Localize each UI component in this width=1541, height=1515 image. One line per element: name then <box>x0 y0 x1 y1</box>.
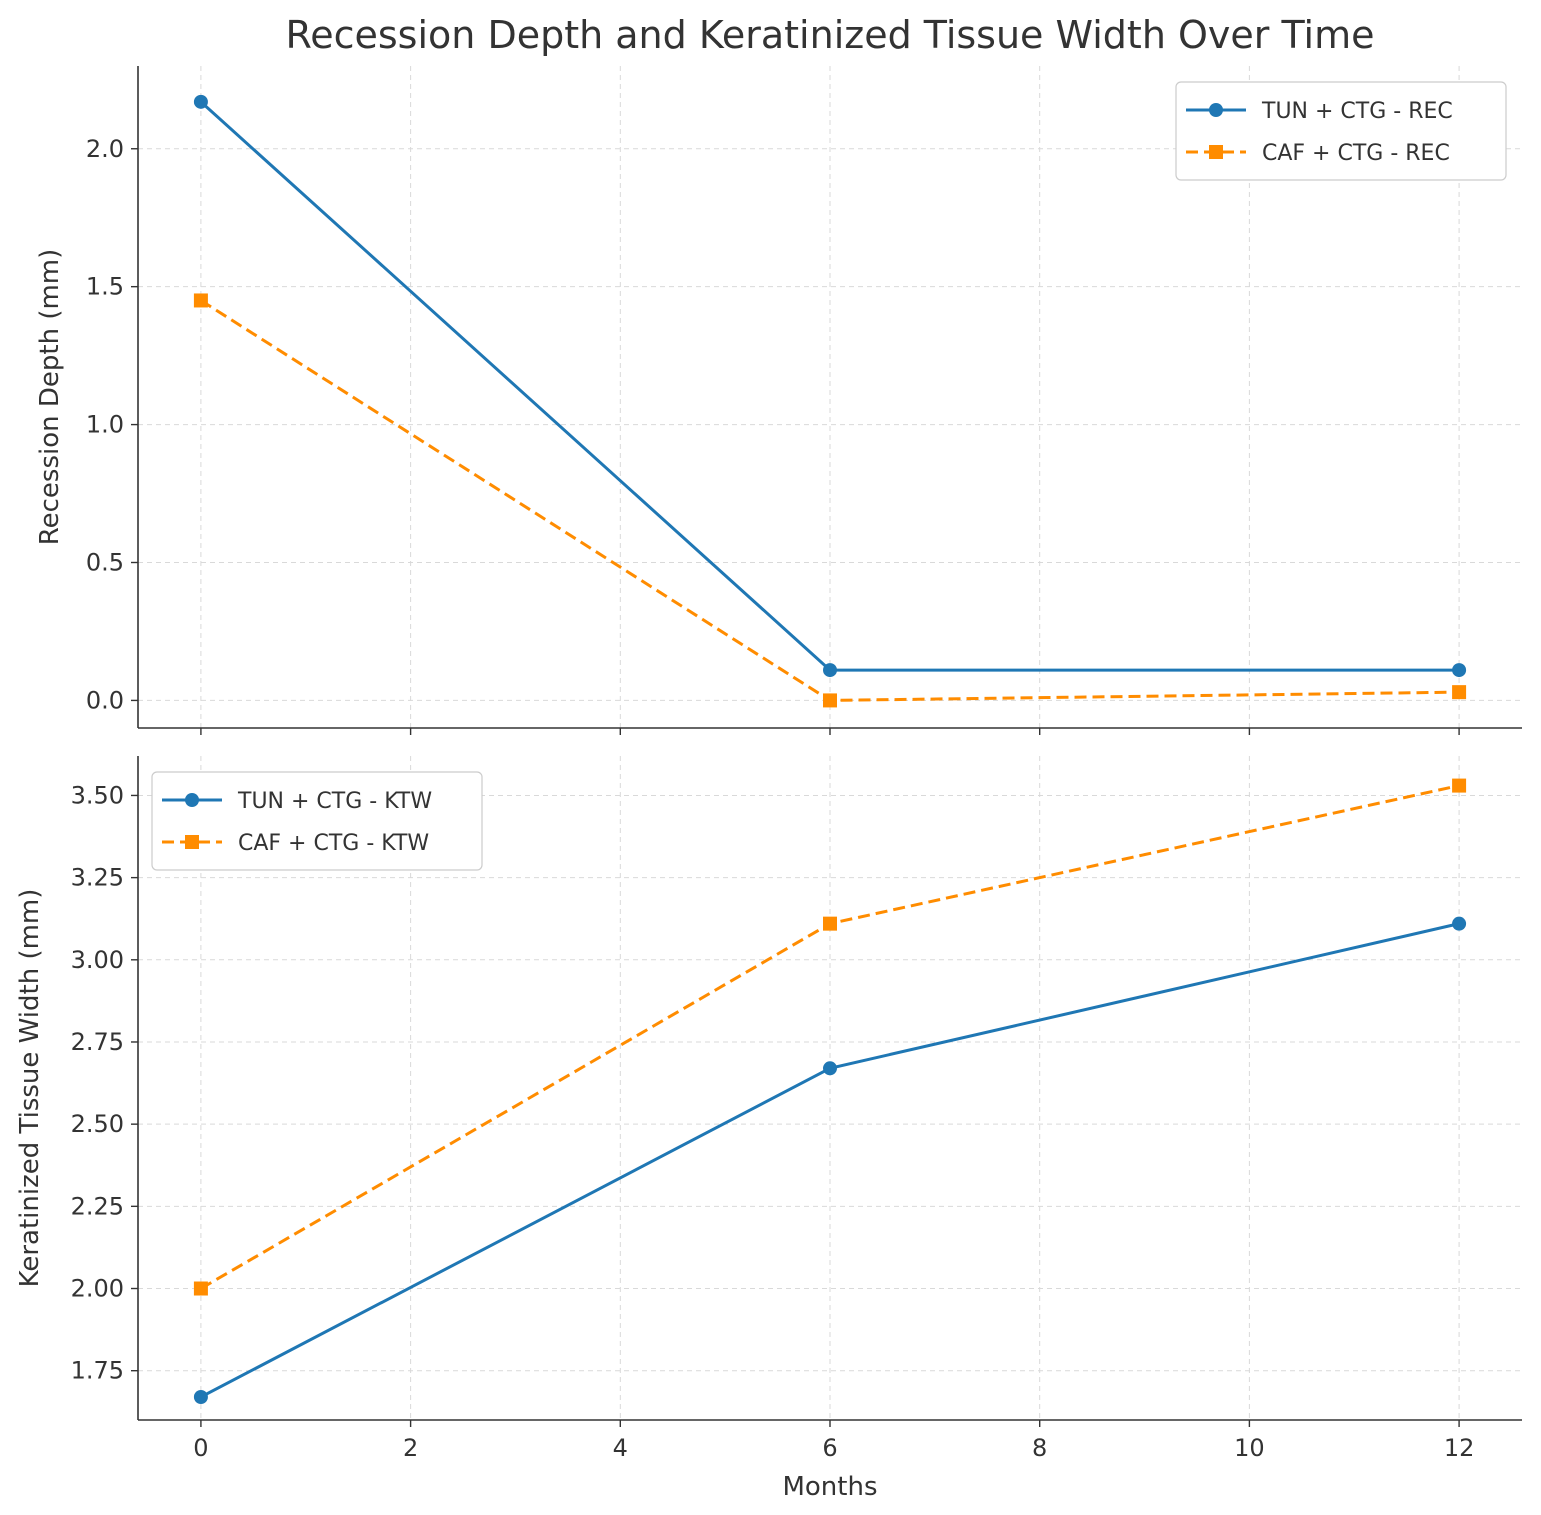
legend-entry-label: CAF + CTG - REC <box>1262 141 1450 166</box>
data-point-marker <box>193 1389 208 1404</box>
data-point-marker <box>823 693 837 708</box>
x-tick-label: 2 <box>403 1434 418 1462</box>
y-tick-label: 2.25 <box>71 1192 124 1220</box>
y-tick-label: 1.75 <box>71 1357 124 1385</box>
y-axis-label: Keratinized Tissue Width (mm) <box>15 889 45 1288</box>
data-point-marker <box>193 293 208 308</box>
legend-entry-label: TUN + CTG - REC <box>1261 99 1453 124</box>
legend-ktw: TUN + CTG - KTW CAF + CTG - KTW <box>151 771 483 871</box>
y-tick-label: 2.75 <box>71 1028 124 1056</box>
y-tick-label: 3.25 <box>71 864 124 892</box>
recession-depth-panel: 0.0 0.5 1.0 1.5 2.0 Recession Depth (mm) TUN +… <box>35 66 1522 735</box>
chart-title: Recession Depth and Keratinized Tissue W… <box>286 13 1375 57</box>
y-tick-label: 1.0 <box>86 411 124 439</box>
x-tick-label: 12 <box>1444 1434 1475 1462</box>
data-point-marker <box>823 916 837 931</box>
x-tick-label: 4 <box>613 1434 628 1462</box>
y-tick-label: 3.00 <box>71 946 124 974</box>
y-tick-label: 0.5 <box>86 549 124 577</box>
data-point-marker <box>823 1061 837 1076</box>
legend-marker-square <box>1209 145 1223 159</box>
legend-marker-square <box>185 835 199 849</box>
legend-rec: TUN + CTG - REC CAF + CTG - REC <box>1175 81 1507 181</box>
x-tick-label: 6 <box>822 1434 837 1462</box>
y-tick-label: 2.0 <box>86 135 124 163</box>
y-tick-label: 1.5 <box>86 273 124 301</box>
x-tick-label: 0 <box>193 1434 208 1462</box>
y-tick-label: 3.50 <box>71 781 124 809</box>
legend-frame <box>151 771 483 871</box>
data-point-marker <box>1452 916 1467 931</box>
data-point-marker <box>823 663 837 678</box>
x-axis-label: Months <box>782 1472 877 1502</box>
y-tick-label: 2.00 <box>71 1275 124 1303</box>
data-point-marker <box>1452 685 1467 700</box>
y-tick-label: 0.0 <box>86 686 124 714</box>
x-tick-label: 10 <box>1234 1434 1265 1462</box>
data-point-marker <box>1452 778 1467 793</box>
data-point-marker <box>193 94 208 109</box>
y-tick-label: 2.50 <box>71 1110 124 1138</box>
data-point-marker <box>193 1281 208 1296</box>
legend-frame <box>1175 81 1507 181</box>
x-tick-label: 8 <box>1032 1434 1047 1462</box>
legend-entry-label: CAF + CTG - KTW <box>238 831 429 856</box>
keratinized-tissue-width-panel: 1.75 2.00 2.25 2.50 2.75 3.00 3.25 3.50 0 2 4 6 8 10 1… <box>15 756 1522 1462</box>
legend-entry-label: TUN + CTG - KTW <box>237 789 432 814</box>
legend-marker-circle <box>185 793 199 807</box>
data-point-marker <box>1452 663 1467 678</box>
legend-marker-circle <box>1209 103 1223 117</box>
y-axis-label: Recession Depth (mm) <box>35 249 65 546</box>
